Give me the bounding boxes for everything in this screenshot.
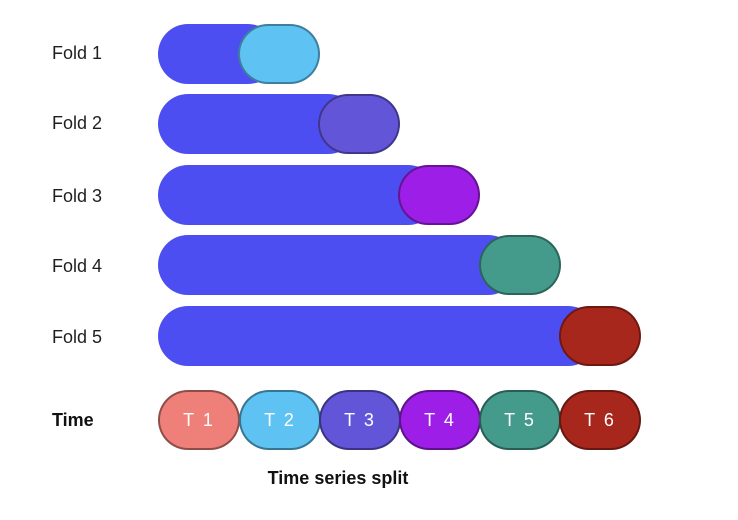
- fold-3-train-bar: [158, 165, 438, 225]
- time-segment-t1: T 1: [158, 390, 240, 450]
- fold-5-train-bar: [158, 306, 598, 366]
- time-segment-t6-label: T 6: [584, 409, 616, 430]
- fold-label-4: Fold 4: [52, 256, 103, 276]
- time-segment-t3: T 3: [319, 390, 401, 450]
- time-segment-t1-label: T 1: [183, 409, 215, 430]
- fold-4-test-pill: [479, 235, 561, 295]
- fold-label-3: Fold 3: [52, 186, 103, 206]
- time-segment-t4: T 4: [399, 390, 481, 450]
- fold-1-test-pill: [238, 24, 320, 84]
- fold-label-5: Fold 5: [52, 327, 103, 347]
- fold-3-test-pill: [398, 165, 480, 225]
- diagram-caption: Time series split: [267, 468, 409, 488]
- time-segment-t5-label: T 5: [504, 409, 536, 430]
- time-segment-t2-label: T 2: [264, 409, 296, 430]
- fold-2-test-pill: [318, 94, 400, 154]
- time-segment-t3-label: T 3: [344, 409, 376, 430]
- fold-label-1: Fold 1: [52, 43, 103, 63]
- time-segment-t6: T 6: [559, 390, 641, 450]
- time-axis-label: Time: [52, 410, 94, 430]
- time-segment-t4-label: T 4: [424, 409, 456, 430]
- fold-label-2: Fold 2: [52, 113, 103, 133]
- time-segment-t2: T 2: [239, 390, 321, 450]
- fold-5-test-pill: [559, 306, 641, 366]
- fold-4-train-bar: [158, 235, 518, 295]
- time-segment-t5: T 5: [479, 390, 561, 450]
